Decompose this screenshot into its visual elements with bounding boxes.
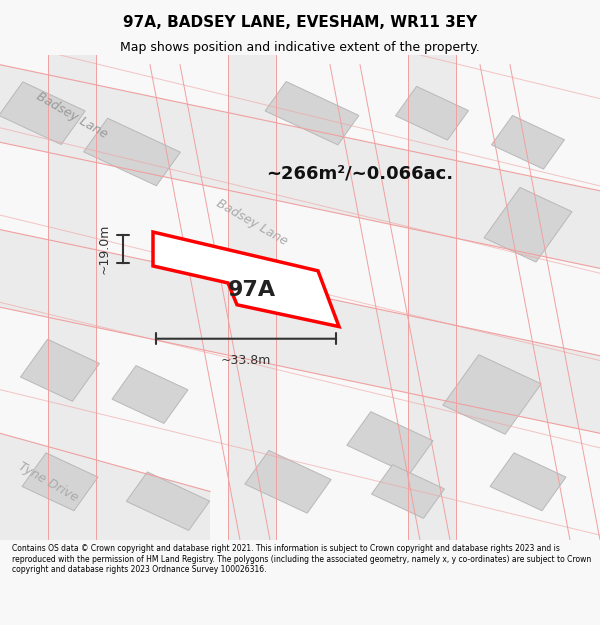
Polygon shape: [153, 232, 339, 327]
Text: Contains OS data © Crown copyright and database right 2021. This information is : Contains OS data © Crown copyright and d…: [12, 544, 591, 574]
Polygon shape: [484, 188, 572, 262]
Polygon shape: [20, 339, 100, 401]
Polygon shape: [265, 81, 359, 145]
Text: Map shows position and indicative extent of the property.: Map shows position and indicative extent…: [120, 41, 480, 54]
Polygon shape: [127, 472, 209, 531]
Polygon shape: [490, 453, 566, 511]
Polygon shape: [228, 55, 276, 540]
Polygon shape: [83, 118, 181, 186]
Polygon shape: [371, 464, 445, 518]
Text: Tyne Drive: Tyne Drive: [16, 459, 80, 504]
Polygon shape: [0, 433, 210, 540]
Text: 97A, BADSEY LANE, EVESHAM, WR11 3EY: 97A, BADSEY LANE, EVESHAM, WR11 3EY: [123, 16, 477, 31]
Text: ~33.8m: ~33.8m: [221, 354, 271, 367]
Polygon shape: [245, 451, 331, 513]
Polygon shape: [0, 229, 600, 433]
Text: ~266m²/~0.066ac.: ~266m²/~0.066ac.: [266, 165, 454, 183]
Polygon shape: [347, 412, 433, 474]
Text: Badsey Lane: Badsey Lane: [214, 197, 290, 248]
Text: Badsey Lane: Badsey Lane: [34, 90, 110, 141]
Polygon shape: [112, 366, 188, 423]
Polygon shape: [491, 116, 565, 169]
Polygon shape: [0, 65, 600, 268]
Polygon shape: [395, 86, 469, 140]
Polygon shape: [48, 55, 96, 540]
Text: ~19.0m: ~19.0m: [97, 224, 110, 274]
Polygon shape: [0, 82, 85, 144]
Polygon shape: [22, 453, 98, 511]
Polygon shape: [443, 355, 541, 434]
Polygon shape: [408, 55, 456, 540]
Text: 97A: 97A: [228, 280, 276, 300]
